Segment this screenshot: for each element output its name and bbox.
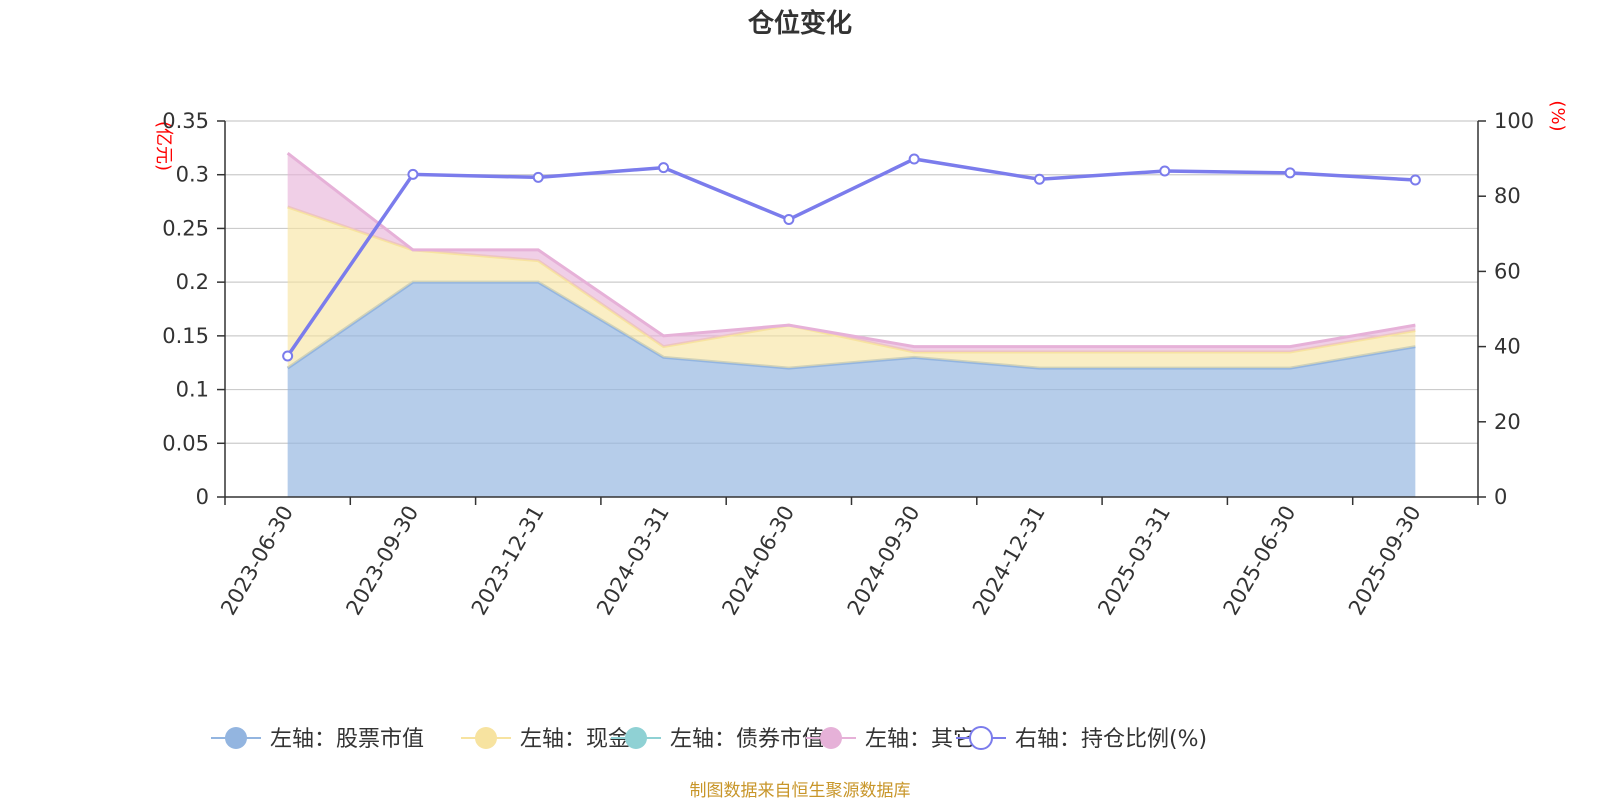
legend-marker-dot [969, 726, 993, 750]
ratio-point [1159, 165, 1171, 177]
legend-label: 左轴：债券市值 [670, 727, 824, 752]
ratio-point [407, 168, 419, 180]
left-tick-label: 0.05 [162, 431, 209, 455]
right-axis-unit: (%) [1547, 100, 1568, 131]
right-tick-label: 60 [1494, 259, 1521, 283]
chart-title: 仓位变化 [747, 8, 852, 39]
ratio-point [1033, 173, 1045, 185]
area-line-3 [286, 152, 1416, 349]
legend-label: 右轴：持仓比例(%) [1015, 727, 1207, 752]
legend-marker-dot [475, 727, 497, 749]
right-tick-label: 100 [1494, 109, 1534, 133]
x-tick-label: 2025-09-30 [1344, 502, 1426, 620]
holding-ratio-line [282, 153, 1421, 362]
legend-label: 左轴：现金 [520, 727, 630, 752]
x-tick-label: 2023-12-31 [467, 502, 549, 620]
legend-label: 左轴：其它 [865, 727, 975, 752]
left-tick-label: 0 [196, 485, 209, 509]
left-tick-label: 0.1 [176, 378, 209, 402]
x-tick-label: 2024-12-31 [968, 502, 1050, 620]
legend-marker-dot [625, 727, 647, 749]
x-tick-label: 2023-06-30 [216, 502, 298, 620]
area-1 [287, 206, 1416, 369]
right-tick-label: 20 [1494, 410, 1521, 434]
x-tick-label: 2024-03-31 [592, 502, 674, 620]
ratio-point [783, 214, 795, 226]
x-tick-label: 2025-06-30 [1219, 502, 1301, 620]
ratio-point [658, 162, 670, 174]
x-tick-label: 2025-03-31 [1093, 502, 1175, 620]
ratio-point [1409, 174, 1421, 186]
left-tick-label: 0.3 [176, 163, 209, 187]
left-tick-label: 0.2 [176, 270, 209, 294]
legend-marker-dot [225, 727, 247, 749]
legend: 左轴：股票市值 左轴：现金 左轴：债券市值 左轴：其它 右轴：持仓比例(%) [211, 726, 1207, 752]
ratio-point [282, 350, 294, 362]
left-tick-label: 0.25 [162, 216, 209, 240]
x-tick-label: 2024-09-30 [843, 502, 925, 620]
area-3 [287, 153, 1416, 352]
legend-label: 左轴：股票市值 [270, 727, 424, 752]
x-tick-label: 2024-06-30 [717, 502, 799, 620]
right-tick-label: 80 [1494, 184, 1521, 208]
data-source-note: 制图数据来自恒生聚源数据库 [690, 781, 911, 800]
ratio-point [532, 171, 544, 183]
right-tick-label: 0 [1494, 485, 1507, 509]
x-tick-label: 2023-09-30 [341, 502, 423, 620]
stacked-areas [286, 152, 1416, 497]
left-tick-label: 0.35 [162, 109, 209, 133]
legend-marker-dot [820, 727, 842, 749]
area-0 [287, 282, 1416, 497]
ratio-point [908, 153, 920, 165]
right-tick-label: 40 [1494, 335, 1521, 359]
ratio-line [286, 157, 1416, 357]
left-axis-unit: (亿元) [153, 121, 174, 171]
ratio-point [1284, 167, 1296, 179]
left-tick-label: 0.15 [162, 324, 209, 348]
